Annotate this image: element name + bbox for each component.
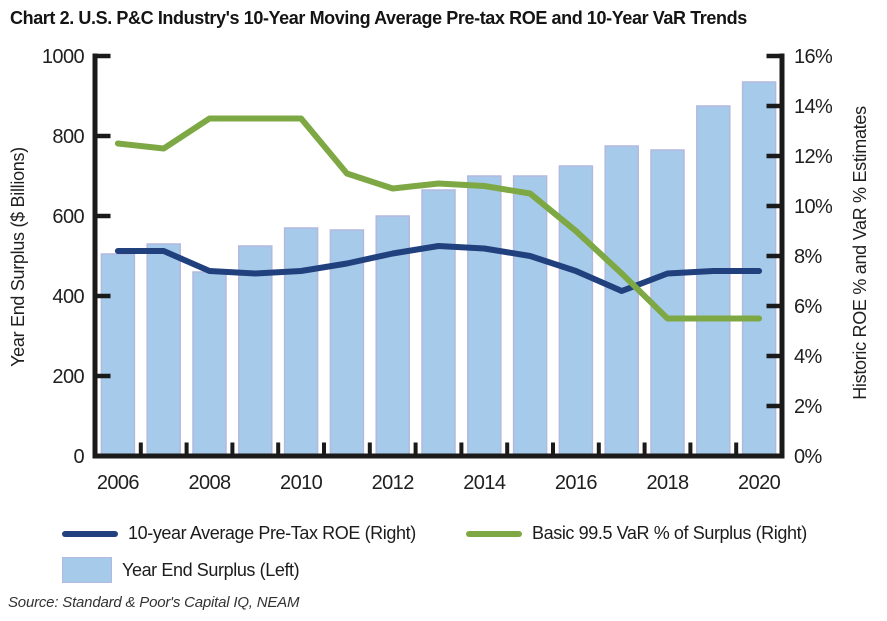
source-note: Source: Standard & Poor's Capital IQ, NE… xyxy=(8,594,300,611)
legend-label-var: Basic 99.5 VaR % of Surplus (Right) xyxy=(532,523,807,543)
x-tick-2014: 2014 xyxy=(463,472,506,494)
x-tick-2008: 2008 xyxy=(188,472,231,494)
right-tick-12: 12% xyxy=(794,146,833,168)
bar-2016 xyxy=(558,165,594,457)
legend-label-roe: 10-year Average Pre-Tax ROE (Right) xyxy=(128,523,416,543)
axes xyxy=(92,53,785,459)
bar-2017 xyxy=(604,145,639,457)
trend-lines xyxy=(114,115,763,322)
surplus-bar-swatch-icon xyxy=(62,557,112,583)
bar-2010 xyxy=(283,227,319,457)
left-tick-800: 800 xyxy=(52,126,84,148)
bar-2019 xyxy=(696,105,731,457)
right-tick-10: 10% xyxy=(794,196,833,218)
left-tick-1000: 1000 xyxy=(42,46,85,68)
x-tick-2020: 2020 xyxy=(738,472,781,494)
left-tick-200: 200 xyxy=(52,366,84,388)
left-tick-400: 400 xyxy=(52,286,84,308)
legend-item-surplus: Year End Surplus (Left) xyxy=(62,557,300,583)
var-line xyxy=(114,115,763,322)
x-tick-2012: 2012 xyxy=(372,472,415,494)
right-tick-14: 14% xyxy=(794,96,833,118)
bar-2009 xyxy=(238,245,273,457)
bar-2006 xyxy=(100,253,136,457)
bar-2007 xyxy=(146,243,181,457)
x-tick-2018: 2018 xyxy=(646,472,689,494)
chart-title: Chart 2. U.S. P&C Industry's 10-Year Mov… xyxy=(10,8,747,28)
left-axis-title: Year End Surplus ($ Billions) xyxy=(8,147,28,367)
legend-label-surplus: Year End Surplus (Left) xyxy=(122,559,300,580)
var-line-swatch-icon xyxy=(466,530,522,537)
right-tick-0: 0% xyxy=(794,446,823,468)
bar-2008 xyxy=(192,271,227,457)
bar-2015 xyxy=(512,175,548,457)
left-tick-0: 0 xyxy=(73,446,84,468)
x-tick-2006: 2006 xyxy=(97,472,140,494)
bar-2013 xyxy=(421,189,456,457)
bar-2018 xyxy=(650,149,685,457)
right-tick-4: 4% xyxy=(794,346,823,368)
right-tick-8: 8% xyxy=(794,246,823,268)
right-tick-16: 16% xyxy=(794,46,833,68)
x-tick-2010: 2010 xyxy=(280,472,323,494)
legend-item-roe: 10-year Average Pre-Tax ROE (Right) xyxy=(62,523,416,544)
surplus-bars xyxy=(100,81,777,457)
roe-line-swatch-icon xyxy=(62,530,118,537)
right-tick-2: 2% xyxy=(794,396,823,418)
left-tick-600: 600 xyxy=(52,206,84,228)
left-spine xyxy=(92,53,98,459)
tick-labels: 0 200 400 600 800 1000 0% 2% 4% 6% 8% 10% 12% 14% 16% 2… xyxy=(42,46,834,494)
bar-2014 xyxy=(467,175,502,457)
bottom-spine xyxy=(92,453,785,459)
right-tick-6: 6% xyxy=(794,296,823,318)
x-tick-2016: 2016 xyxy=(555,472,598,494)
right-axis-title: Historic ROE % and VaR % Estimates xyxy=(850,106,870,400)
roe-line xyxy=(114,243,763,294)
legend-item-var: Basic 99.5 VaR % of Surplus (Right) xyxy=(466,523,807,544)
